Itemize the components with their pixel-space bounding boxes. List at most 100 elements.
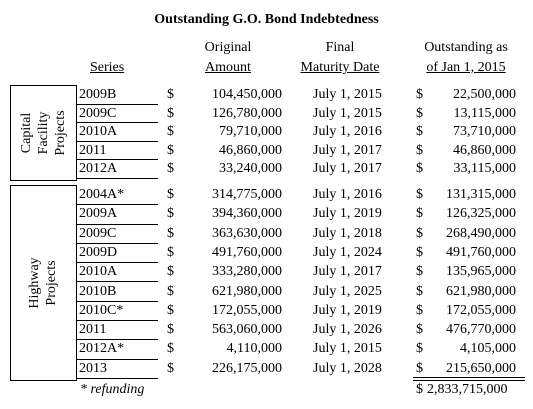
outstanding-amount: 73,710,000 <box>453 124 516 140</box>
series: 2012A* <box>79 341 125 357</box>
series: 2010C* <box>79 302 124 318</box>
row-cell <box>76 123 158 142</box>
group-label: Capital Facility Projects <box>13 85 73 181</box>
maturity-date: July 1, 2026 <box>313 322 382 338</box>
maturity-date: July 1, 2015 <box>313 341 382 357</box>
currency: $ <box>167 244 174 260</box>
original-amount: 4,110,000 <box>226 341 282 357</box>
original-amount: 563,060,000 <box>212 322 282 338</box>
currency: $ <box>167 142 174 158</box>
series: 2011 <box>79 322 107 338</box>
currency: $ <box>416 206 423 222</box>
maturity-date: July 1, 2028 <box>313 360 382 376</box>
original-amount: 226,175,000 <box>212 360 282 376</box>
currency: $ <box>416 264 423 280</box>
currency: $ <box>416 87 423 102</box>
footnote: * refunding <box>80 382 145 397</box>
title: Outstanding G.O. Bond Indebtedness <box>154 12 379 27</box>
row-cell <box>76 360 158 379</box>
original-amount: 333,280,000 <box>212 264 282 280</box>
original-amount: 33,240,000 <box>219 161 282 177</box>
currency: $ <box>167 206 174 222</box>
row-cell <box>76 142 158 161</box>
currency: $ <box>167 322 174 338</box>
outstanding-amount: 4,105,000 <box>460 341 516 357</box>
original-amount: 621,980,000 <box>212 283 282 299</box>
currency: $ <box>167 187 174 202</box>
group-label: Highway Projects <box>13 185 73 381</box>
currency: $ <box>416 244 423 260</box>
row-cell <box>76 302 158 322</box>
currency: $ <box>416 142 423 158</box>
original-amount: 126,780,000 <box>212 105 282 121</box>
series: 2009A <box>79 206 118 222</box>
outstanding-amount: 172,055,000 <box>446 302 516 318</box>
currency: $ <box>167 264 174 280</box>
currency: $ <box>167 341 174 357</box>
maturity-date: July 1, 2016 <box>313 187 382 202</box>
currency: $ <box>416 161 423 177</box>
currency: $ <box>416 105 423 121</box>
outstanding-amount: 268,490,000 <box>446 225 516 241</box>
row-cell <box>76 160 158 179</box>
currency: $ <box>416 283 423 299</box>
currency: $ <box>167 360 174 376</box>
total-currency: $ <box>416 382 423 397</box>
currency: $ <box>416 225 423 241</box>
maturity-date: July 1, 2024 <box>313 244 382 260</box>
currency: $ <box>416 302 423 318</box>
outstanding-amount: 46,860,000 <box>453 142 516 158</box>
row-cell <box>76 263 158 283</box>
maturity-date: July 1, 2016 <box>313 124 382 140</box>
original-amount: 314,775,000 <box>212 187 282 202</box>
currency: $ <box>167 283 174 299</box>
series: 2010A <box>79 124 118 140</box>
row-cell <box>76 86 158 105</box>
original-amount: 46,860,000 <box>219 142 282 158</box>
maturity-date: July 1, 2015 <box>313 105 382 121</box>
series: 2009C <box>79 105 117 121</box>
series: 2009B <box>79 87 117 102</box>
row-cell <box>76 225 158 244</box>
outstanding-amount: 33,115,000 <box>453 161 516 177</box>
header-maturity: Maturity Date <box>300 60 380 75</box>
maturity-date: July 1, 2019 <box>313 206 382 222</box>
original-amount: 394,360,000 <box>212 206 282 222</box>
row-cell <box>76 321 158 341</box>
original-amount: 104,450,000 <box>212 87 282 102</box>
outstanding-amount: 135,965,000 <box>446 264 516 280</box>
currency: $ <box>416 322 423 338</box>
group-label-line: Projects <box>52 110 68 156</box>
currency: $ <box>167 124 174 140</box>
total-rule <box>413 377 525 381</box>
group-box <box>10 85 77 181</box>
currency: $ <box>416 124 423 140</box>
outstanding-amount: 621,980,000 <box>446 283 516 299</box>
currency: $ <box>416 341 423 357</box>
group-label-line: Facility <box>35 111 51 155</box>
row-cell <box>76 340 158 360</box>
header-outstanding: Outstanding as <box>424 40 508 55</box>
series: 2009C <box>79 225 117 241</box>
series: 2010B <box>79 283 117 299</box>
original-amount: 363,630,000 <box>212 225 282 241</box>
currency: $ <box>167 87 174 102</box>
maturity-date: July 1, 2019 <box>313 302 382 318</box>
header-original: Amount <box>205 60 251 75</box>
currency: $ <box>167 302 174 318</box>
outstanding-amount: 13,115,000 <box>453 105 516 121</box>
series: 2009D <box>79 244 118 260</box>
maturity-date: July 1, 2017 <box>313 142 382 158</box>
row-cell <box>76 283 158 302</box>
maturity-date: July 1, 2015 <box>313 87 382 102</box>
total-amount: 2,833,715,000 <box>427 382 508 397</box>
row-cell <box>76 186 158 206</box>
group-box <box>10 185 77 381</box>
series: 2013 <box>79 360 107 376</box>
maturity-date: July 1, 2017 <box>313 161 382 177</box>
series: 2012A <box>79 161 118 177</box>
outstanding-amount: 126,325,000 <box>446 206 516 222</box>
currency: $ <box>167 105 174 121</box>
original-amount: 172,055,000 <box>212 302 282 318</box>
